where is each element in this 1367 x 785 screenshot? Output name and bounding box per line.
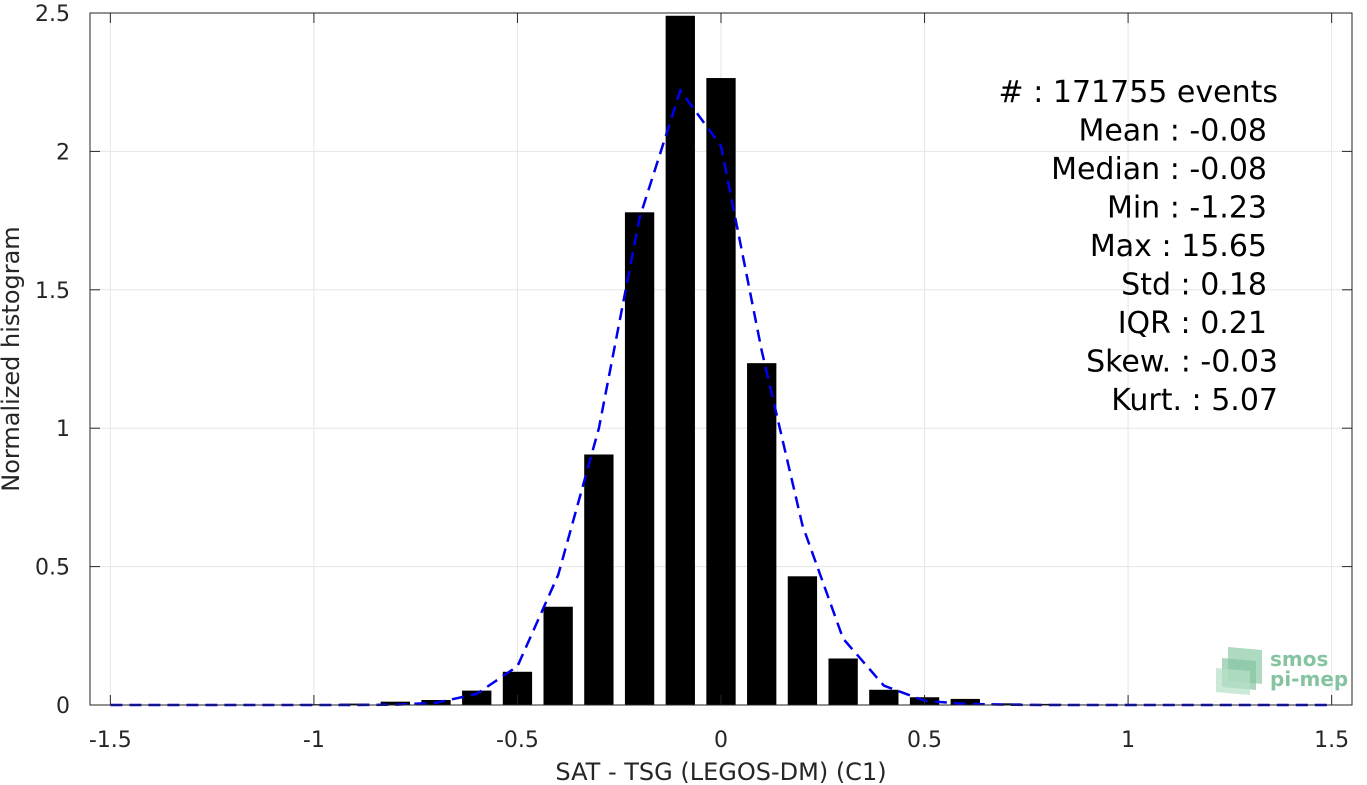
stat-line: Median : -0.08 bbox=[1051, 152, 1267, 187]
x-tick-label: -1 bbox=[303, 728, 325, 753]
logo-mark-icon bbox=[1216, 647, 1262, 695]
histogram-bar bbox=[462, 690, 492, 705]
x-tick-label: -0.5 bbox=[496, 728, 539, 753]
y-tick-label: 1 bbox=[56, 417, 70, 442]
bars bbox=[299, 15, 1143, 706]
y-axis-title: Normalized histogram bbox=[0, 226, 25, 491]
x-axis-ticks: -1.5 -1 -0.5 0 0.5 1 1.5 bbox=[89, 13, 1349, 753]
x-tick-label: 1 bbox=[1121, 728, 1135, 753]
logo-text-top: smos bbox=[1270, 647, 1328, 671]
logo-text-bottom: pi-mep bbox=[1270, 667, 1348, 691]
histogram-bar bbox=[543, 606, 573, 705]
y-tick-label: 0 bbox=[56, 694, 70, 719]
stat-line: Kurt. : 5.07 bbox=[1111, 383, 1278, 418]
y-tick-label: 1.5 bbox=[35, 279, 70, 304]
y-tick-label: 2.5 bbox=[35, 2, 70, 27]
histogram-bar bbox=[339, 703, 370, 705]
stat-line: Skew. : -0.03 bbox=[1086, 345, 1278, 380]
stat-line: Min : -1.23 bbox=[1107, 191, 1267, 226]
histogram-bar bbox=[787, 576, 818, 705]
histogram-bar bbox=[991, 703, 1021, 705]
histogram-bar bbox=[665, 15, 695, 705]
x-tick-label: -1.5 bbox=[89, 728, 132, 753]
x-tick-label: 0.5 bbox=[907, 728, 942, 753]
y-tick-label: 0.5 bbox=[35, 556, 70, 581]
histogram-bar bbox=[828, 658, 858, 705]
x-tick-label: 1.5 bbox=[1314, 728, 1349, 753]
stat-line: Max : 15.65 bbox=[1090, 229, 1267, 264]
histogram-bar bbox=[747, 363, 777, 705]
stat-line: Std : 0.18 bbox=[1121, 268, 1267, 303]
histogram-bar bbox=[706, 78, 736, 706]
stat-line: IQR : 0.21 bbox=[1118, 306, 1267, 341]
smos-logo: smos pi-mep bbox=[1216, 647, 1348, 695]
histogram-bar bbox=[950, 698, 980, 705]
histogram-bar bbox=[584, 454, 614, 705]
histogram-bar bbox=[1032, 703, 1062, 705]
x-axis-title: SAT - TSG (LEGOS-DM) (C1) bbox=[555, 758, 886, 785]
y-tick-label: 2 bbox=[56, 140, 70, 165]
stat-line: # : 171755 events bbox=[999, 75, 1278, 110]
x-tick-label: 0 bbox=[714, 728, 728, 753]
histogram-bar bbox=[380, 701, 410, 705]
histogram-bar bbox=[869, 689, 899, 705]
y-axis-ticks: 0 0.5 1 1.5 2 2.5 bbox=[35, 2, 1352, 719]
stat-line: Mean : -0.08 bbox=[1078, 114, 1267, 149]
histogram-bar bbox=[624, 212, 655, 705]
